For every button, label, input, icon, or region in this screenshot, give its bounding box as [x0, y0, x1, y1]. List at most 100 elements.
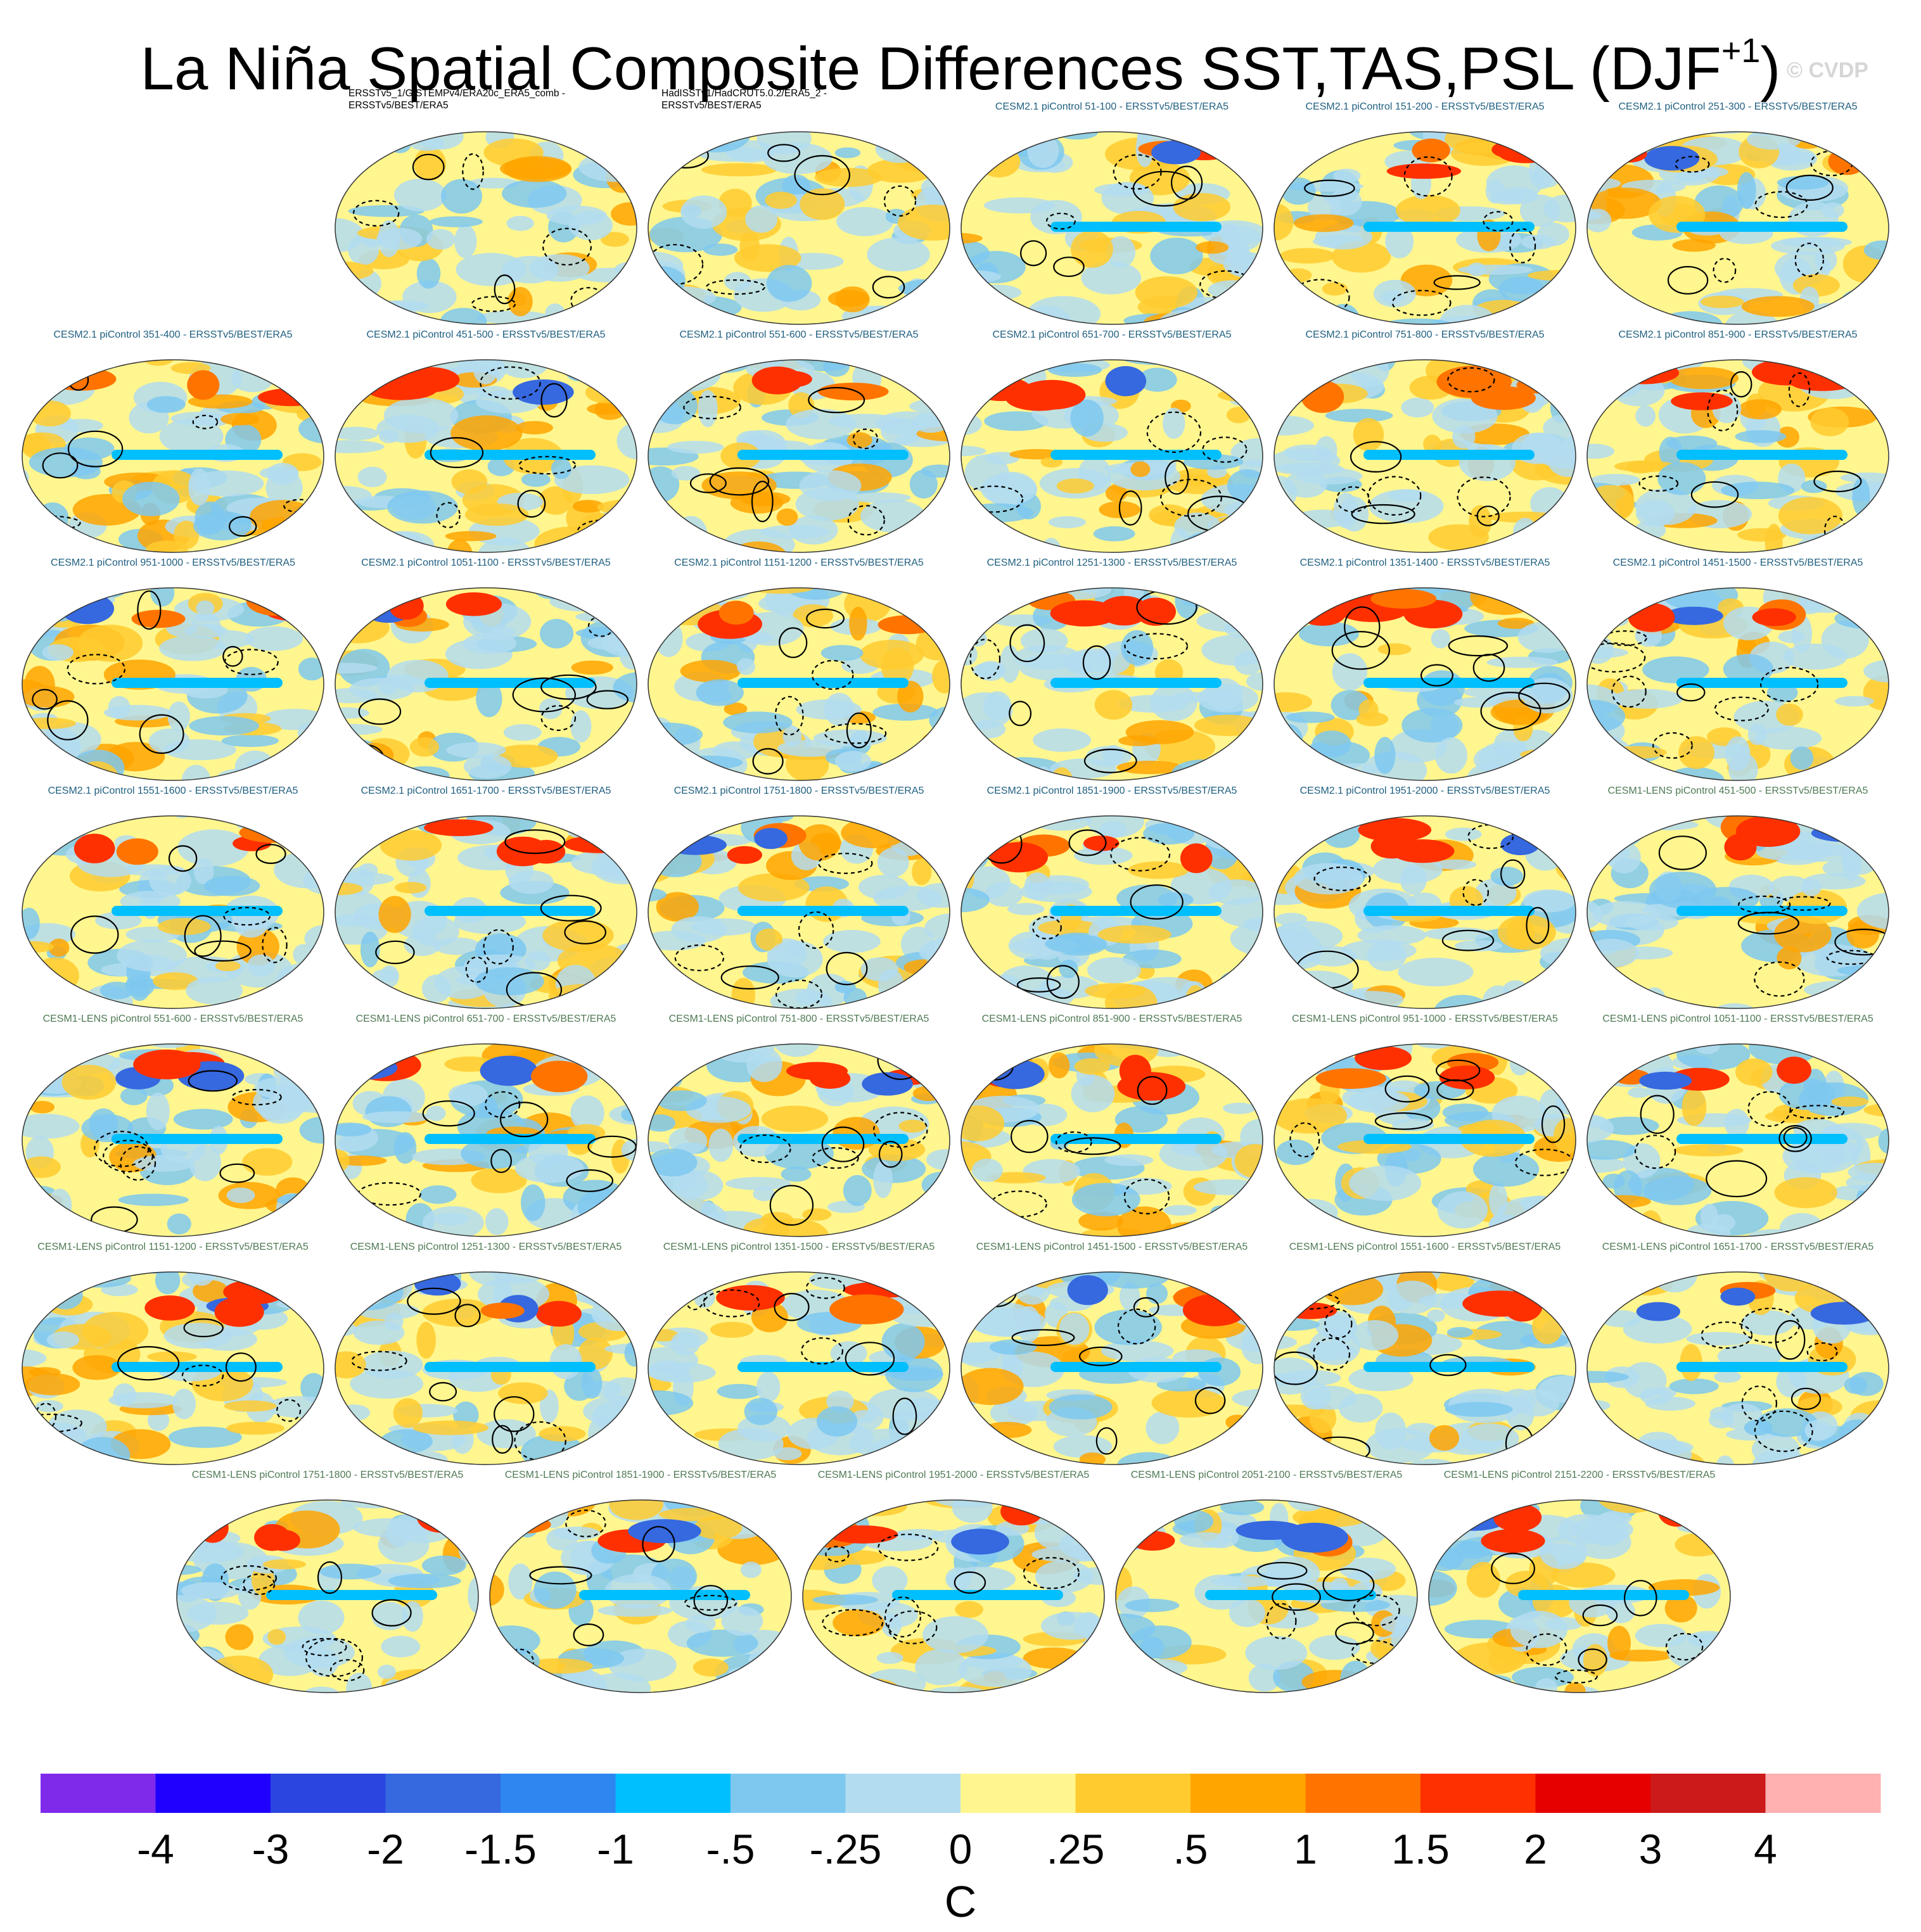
anomaly-blob [1859, 1048, 1889, 1087]
anomaly-blob [146, 540, 188, 552]
high-latitude-anomaly [187, 370, 220, 400]
anomaly-blob [680, 1273, 722, 1285]
equatorial-cold-tongue [1205, 1590, 1376, 1600]
colorbar-swatch [1190, 1774, 1306, 1813]
colorbar-swatch [41, 1774, 156, 1813]
anomaly-blob [335, 663, 378, 674]
psl-contour [1582, 1604, 1618, 1627]
anomaly-blob [1548, 310, 1566, 324]
anomaly-blob [686, 1629, 758, 1657]
anomaly-blob [304, 1279, 324, 1302]
anomaly-blob [1184, 530, 1255, 552]
anomaly-blob [1659, 436, 1683, 467]
anomaly-blob [1429, 1500, 1467, 1524]
robinson-map [648, 815, 950, 1009]
equatorial-cold-tongue [1050, 450, 1222, 460]
anomaly-blob [1751, 1433, 1800, 1465]
anomaly-blob [22, 1272, 37, 1285]
psl-contour [1640, 1095, 1675, 1134]
colorbar-swatch [731, 1774, 846, 1813]
anomaly-blob [1069, 1500, 1104, 1508]
anomaly-blob [1754, 727, 1822, 750]
anomaly-blob [1275, 1190, 1299, 1210]
anomaly-blob [803, 1589, 846, 1611]
psl-contour [1353, 1594, 1400, 1627]
panel-label: CESM1-LENS piControl 1451-1500 - ERSSTv5… [976, 1242, 1248, 1252]
anomaly-blob [1587, 1221, 1623, 1236]
anomaly-blob [1647, 1676, 1711, 1693]
high-latitude-anomaly [1018, 379, 1086, 410]
psl-contour [973, 1050, 1014, 1081]
psl-contour [1794, 243, 1824, 277]
anomaly-blob [1274, 757, 1299, 768]
anomaly-blob [153, 972, 198, 990]
psl-contour [330, 1659, 365, 1682]
psl-contour [1137, 1076, 1168, 1105]
anomaly-blob [1437, 1191, 1488, 1229]
anomaly-blob [1125, 1598, 1180, 1612]
anomaly-blob [1274, 998, 1303, 1008]
map-outline [489, 1499, 792, 1693]
anomaly-blob [1490, 867, 1524, 886]
colorbar-tick-label: 1 [1294, 1826, 1317, 1872]
anomaly-blob [1868, 1435, 1889, 1448]
anomaly-blob [710, 1321, 754, 1338]
anomaly-blob [1274, 360, 1310, 383]
anomaly-blob [611, 202, 637, 226]
high-latitude-anomaly [257, 388, 324, 407]
anomaly-blob [961, 692, 1013, 730]
anomaly-blob [1306, 999, 1325, 1008]
anomaly-blob [1540, 1198, 1576, 1231]
anomaly-blob [970, 1307, 1047, 1337]
high-latitude-anomaly [131, 609, 186, 628]
panel-label: CESM1-LENS piControl 1651-1700 - ERSSTv5… [1602, 1242, 1874, 1252]
map-panel: ERSSTv5_1/GISTEMPv4/ERA20c_ERA5_comb - ER… [329, 88, 642, 336]
cvdp-watermark: © CVDP [1787, 58, 1868, 82]
anomaly-blob [1048, 363, 1102, 377]
anomaly-blob [381, 1636, 420, 1658]
anomaly-blob [1777, 946, 1802, 970]
anomaly-blob [1223, 1272, 1246, 1289]
anomaly-blob [846, 432, 872, 448]
anomaly-blob [245, 626, 303, 651]
panel-label: CESM2.1 piControl 351-400 - ERSSTv5/BEST… [53, 329, 293, 340]
anomaly-blob [549, 592, 617, 612]
anomaly-blob [1234, 1144, 1263, 1178]
anomaly-blob [494, 1500, 530, 1524]
anomaly-blob [570, 710, 592, 743]
map-outline [802, 1499, 1105, 1693]
anomaly-blob [1248, 1663, 1281, 1692]
equatorial-cold-tongue [1363, 450, 1535, 460]
anomaly-blob [1557, 591, 1576, 621]
anomaly-blob [1049, 1052, 1070, 1079]
anomaly-blob [298, 1600, 345, 1635]
psl-contour [751, 480, 774, 523]
anomaly-blob [881, 1613, 902, 1637]
anomaly-blob [490, 1573, 504, 1607]
high-latitude-anomaly [1481, 1528, 1545, 1553]
psl-contour [779, 627, 808, 658]
anomaly-blob [468, 177, 519, 189]
high-latitude-anomaly [214, 1297, 264, 1327]
colorbar-swatch [845, 1774, 961, 1813]
anomaly-blob [48, 1044, 110, 1047]
anomaly-blob [22, 843, 41, 860]
psl-contour [1289, 1122, 1320, 1158]
anomaly-blob [1391, 1119, 1434, 1131]
anomaly-blob [279, 549, 324, 552]
panel-label: CESM1-LENS piControl 1051-1100 - ERSSTv5… [1602, 1014, 1873, 1024]
anomaly-blob [746, 1047, 782, 1083]
anomaly-blob [1587, 635, 1614, 664]
anomaly-blob [335, 1122, 372, 1137]
robinson-map [802, 1499, 1105, 1693]
anomaly-blob [1243, 917, 1263, 932]
anomaly-blob [1321, 1273, 1384, 1306]
psl-contour [573, 1623, 604, 1646]
map-panel: CESM2.1 piControl 251-300 - ERSSTv5/BEST… [1581, 101, 1894, 336]
panel-label: CESM2.1 piControl 151-200 - ERSSTv5/BEST… [1305, 101, 1545, 112]
anomaly-blob [701, 163, 777, 177]
psl-contour [120, 1146, 156, 1181]
anomaly-blob [1293, 863, 1363, 894]
psl-contour [577, 519, 629, 546]
anomaly-blob [1878, 1128, 1889, 1154]
